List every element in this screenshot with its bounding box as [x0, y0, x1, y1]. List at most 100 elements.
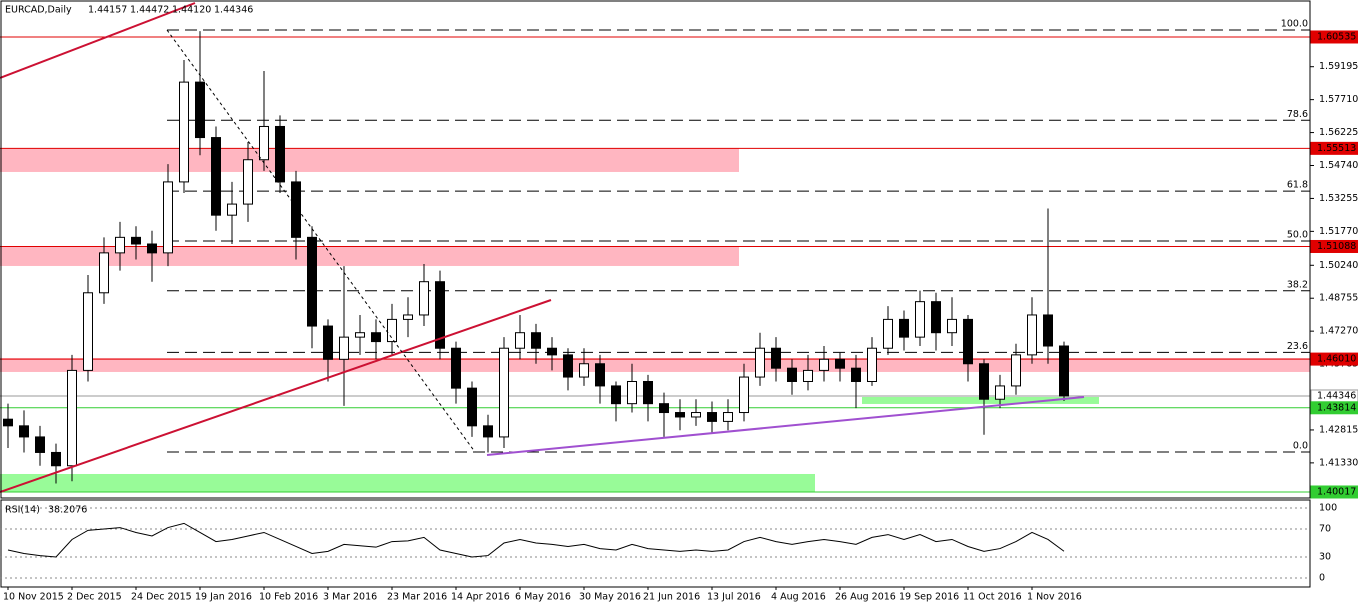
candle-body [403, 314, 413, 320]
y-tick-label: 1.42815 [1319, 424, 1358, 435]
price-box [1310, 401, 1358, 415]
price-box-label: 1.51088 [1317, 241, 1356, 252]
candle-body [755, 347, 765, 378]
candle-body [451, 347, 461, 389]
zone [862, 396, 1099, 404]
candle-body [547, 347, 557, 356]
header-value: 1.44157 [88, 5, 127, 16]
candle-body [19, 425, 29, 438]
support-line [486, 396, 1085, 456]
y-tick-label: 1.41330 [1319, 457, 1358, 468]
y-tick-label: 1.48755 [1319, 293, 1358, 304]
candle-body [115, 236, 125, 254]
candle-body [371, 332, 381, 343]
candle-body [931, 301, 941, 334]
candle-body [531, 332, 541, 349]
fib-label: 78.6 [1287, 109, 1308, 120]
price-box [1310, 30, 1358, 44]
candle-body [579, 363, 589, 378]
candle-body [979, 363, 989, 400]
rsi-tick-label: 0 [1319, 572, 1325, 583]
rsi-line [7, 522, 1065, 558]
candle-body [211, 137, 221, 216]
trend-line [0, 299, 552, 493]
levels: 100.0 78.6 61.8 50.0 38.2 23.6 0.0 [0, 18, 1310, 493]
x-tick-label: 11 Oct 2016 [963, 592, 1022, 603]
candle-body [1027, 314, 1037, 356]
y-tick-label: 1.56225 [1319, 127, 1358, 138]
price-box-label: 1.46010 [1317, 354, 1356, 365]
candle-body [515, 332, 525, 349]
candle-body [3, 418, 13, 427]
candle-body [947, 318, 957, 334]
candle-body [675, 412, 685, 418]
fib-label: 61.8 [1287, 180, 1308, 191]
candle-body [771, 347, 781, 369]
fib-label: 50.0 [1287, 229, 1308, 240]
zone [0, 473, 815, 492]
candle-body [83, 292, 93, 371]
candle-body [387, 318, 397, 343]
symbol: EURCAD,Daily [5, 5, 72, 16]
candle-body [611, 385, 621, 405]
x-tick-label: 24 Dec 2015 [131, 592, 192, 603]
x-tick-label: 4 Aug 2016 [771, 592, 826, 603]
candle-body [723, 412, 733, 422]
candle-body [67, 369, 77, 467]
x-tick-label: 6 May 2016 [515, 592, 571, 603]
candle-body [1011, 354, 1021, 387]
x-tick-label: 19 Sep 2016 [899, 592, 959, 603]
zone [0, 147, 739, 172]
x-tick-label: 30 May 2016 [579, 592, 641, 603]
price-box [1310, 141, 1358, 155]
candle-body [499, 347, 509, 438]
candle-body [195, 81, 205, 139]
x-tick-label: 3 Mar 2016 [323, 592, 377, 603]
candle-body [35, 436, 45, 453]
candle-body [627, 380, 637, 405]
candle-body [163, 181, 173, 254]
price-box-label: 1.55513 [1317, 143, 1356, 154]
header-value: 1.44120 [172, 5, 211, 16]
x-tick-label: 21 Jun 2016 [643, 592, 700, 603]
price-box-label: 1.44346 [1317, 390, 1356, 401]
zone [0, 245, 739, 266]
y-tick-label: 1.54740 [1319, 160, 1358, 171]
axes: 1.59195 1.57710 1.56225 1.54740 1.53255 1.517… [0, 30, 1358, 603]
candle-body [963, 318, 973, 365]
candle-body [1043, 314, 1053, 347]
rsi-current: 38.2076 [48, 505, 87, 516]
candle-body [915, 301, 925, 338]
x-tick-label: 26 Aug 2016 [835, 592, 896, 603]
x-tick-label: 23 Mar 2016 [387, 592, 447, 603]
candle-body [291, 181, 301, 238]
header-value: 1.44346 [214, 5, 253, 16]
candle-body [307, 236, 317, 327]
x-tick-label: 13 Jul 2016 [707, 592, 761, 603]
candle-body [1059, 345, 1069, 397]
candle-body [419, 281, 429, 316]
rsi-tick-label: 100 [1319, 502, 1337, 513]
candle-body [483, 425, 493, 438]
candle-body [435, 281, 445, 349]
candle-body [131, 236, 141, 245]
candle-body [563, 354, 573, 378]
price-box-label: 1.43814 [1317, 402, 1356, 413]
candle-body [179, 81, 189, 183]
candle-body [739, 376, 749, 414]
candle-body [883, 318, 893, 349]
candle-body [835, 358, 845, 369]
zone [0, 357, 1310, 372]
candle-body [995, 385, 1005, 400]
candle-body [227, 203, 237, 216]
price-box [1310, 352, 1358, 366]
fib-label: 23.6 [1287, 341, 1308, 352]
candle-body [147, 243, 157, 254]
rsi-panel-frame [0, 499, 1311, 588]
x-tick-label: 19 Jan 2016 [195, 592, 252, 603]
candle-body [899, 318, 909, 338]
candle-body [275, 125, 285, 183]
candles [3, 31, 1069, 484]
